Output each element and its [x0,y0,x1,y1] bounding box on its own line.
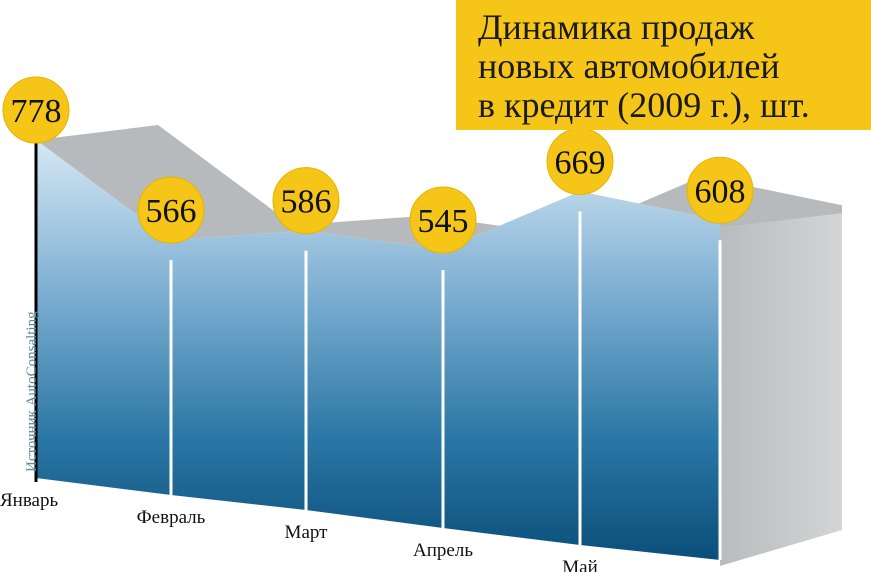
value-bubble: 669 [546,127,614,195]
chart-title-line-3: в кредит (2009 г.), шт. [478,85,810,125]
value-bubble: 608 [686,156,754,224]
value-bubbles-group: 778 566 586 545 669 608 [2,76,754,254]
value-bubble: 566 [137,176,205,244]
value-label: 669 [555,144,606,181]
value-bubble: 778 [2,76,70,144]
value-bubble-circle [272,167,340,235]
value-label: 566 [146,193,197,230]
value-bubble-circle [2,76,70,144]
chart-title-line-2: новых автомобилей [478,46,780,86]
value-label: 608 [695,173,746,210]
source-note: Источник AutoConsalting [24,311,40,472]
chart-title-line-1: Динамика продаж [478,7,755,47]
value-bubble-circle [409,186,477,254]
value-bubble: 586 [272,167,340,235]
value-bubble-circle [137,176,205,244]
category-label: Февраль [137,507,206,528]
category-label: Май [562,557,598,572]
category-label: Апрель [413,540,473,561]
value-bubble-circle [686,156,754,224]
value-label: 586 [281,184,332,221]
category-labels-group: ЯнварьФевральМартАпрельМайИюнь [0,490,598,572]
category-label: Январь [0,490,58,511]
value-label: 778 [11,93,62,130]
side-face [720,213,842,566]
category-label: Март [285,522,329,543]
top-face [36,125,842,250]
top-face-group [36,125,842,566]
front-face [36,140,720,566]
front-face-group [36,140,720,566]
divider-lines-group [34,140,722,560]
value-label: 545 [418,203,469,240]
value-bubble: 545 [409,186,477,254]
chart-title-box: Динамика продаж новых автомобилей в кред… [456,0,871,130]
